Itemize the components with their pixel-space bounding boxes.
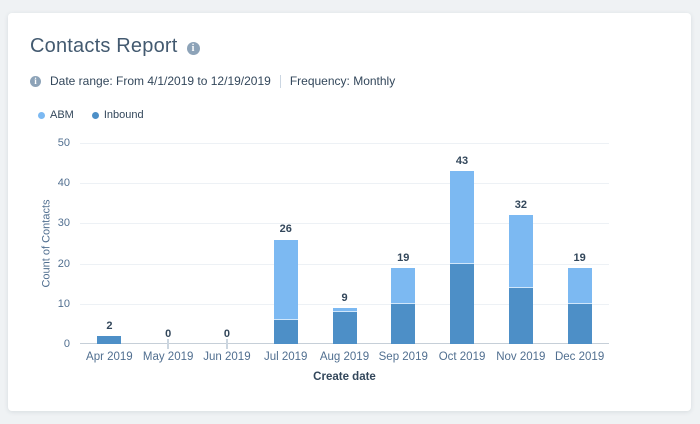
bar-value-label: 19 xyxy=(397,251,410,264)
x-tick-label: May 2019 xyxy=(142,351,194,363)
bar-group-aug-2019: 9 xyxy=(332,143,357,344)
bar-group-apr-2019: 2 xyxy=(97,143,122,344)
bar-value-label: 19 xyxy=(573,251,586,264)
bar-segment-abm[interactable] xyxy=(273,239,298,320)
bar-group-dec-2019: 19 xyxy=(567,143,592,344)
bar-segment-abm[interactable] xyxy=(332,307,357,312)
bar-group-jun-2019: 0 xyxy=(215,143,239,349)
bar-value-label: 43 xyxy=(455,155,469,168)
y-axis-title: Count of Contacts xyxy=(40,199,53,288)
bar-segment-inbound[interactable] xyxy=(332,311,357,344)
bar-segment-abm[interactable] xyxy=(450,171,475,264)
info-icon[interactable]: i xyxy=(30,75,41,87)
bar-group-sep-2019: 19 xyxy=(391,143,416,344)
y-tick-label: 20 xyxy=(57,257,70,270)
x-tick-label: Apr 2019 xyxy=(86,351,133,363)
y-tick-label: 0 xyxy=(63,338,70,350)
bar-segment-abm[interactable] xyxy=(567,267,592,304)
bar-value-label: 9 xyxy=(341,291,348,304)
bar-value-label: 0 xyxy=(223,328,230,340)
meta-divider xyxy=(279,74,281,88)
bar-segment-abm[interactable] xyxy=(391,267,416,304)
legend-label: ABM xyxy=(50,109,74,121)
gridline xyxy=(80,223,609,225)
bar-segment-inbound[interactable] xyxy=(450,263,475,344)
x-tick-label: Oct 2019 xyxy=(438,351,486,363)
report-header: Contacts Report i xyxy=(30,35,200,58)
x-tick-label: Dec 2019 xyxy=(554,351,605,363)
x-tick-label: Sep 2019 xyxy=(378,351,428,363)
gridline xyxy=(80,303,609,305)
chart-legend: ABM Inbound xyxy=(38,109,144,121)
bar-value-label: 26 xyxy=(279,223,292,236)
gridline xyxy=(80,143,609,144)
x-tick-label: Jun 2019 xyxy=(203,351,251,363)
legend-dot-icon xyxy=(91,111,99,119)
bar-segment-inbound[interactable] xyxy=(391,303,416,344)
bar-segment-inbound[interactable] xyxy=(97,335,122,344)
x-tick-label: Aug 2019 xyxy=(319,351,370,363)
legend-label: Inbound xyxy=(103,109,144,121)
x-axis-title: Create date xyxy=(313,371,376,383)
bar-value-label: 2 xyxy=(106,319,113,332)
bar-segment-inbound[interactable] xyxy=(567,303,592,344)
y-tick-label: 40 xyxy=(57,177,70,190)
bar-group-nov-2019: 32 xyxy=(508,143,533,344)
legend-item-inbound[interactable]: Inbound xyxy=(91,109,144,121)
legend-dot-icon xyxy=(38,111,45,119)
bar-segment-inbound[interactable] xyxy=(273,319,298,344)
legend-item-abm[interactable]: ABM xyxy=(38,109,74,121)
y-tick-label: 10 xyxy=(57,297,70,310)
bar-chart: Count of Contacts Create date 0 10 20 30 40 5… xyxy=(41,137,609,383)
page-title: Contacts Report xyxy=(30,35,178,57)
bar-segment-abm[interactable] xyxy=(508,215,533,288)
info-icon[interactable]: i xyxy=(186,41,200,55)
report-card: Contacts Report i i Date range: From 4/1… xyxy=(8,13,691,411)
bar-value-label: 0 xyxy=(165,328,172,340)
bar-segment-inbound[interactable] xyxy=(508,287,533,344)
zero-bar-tick xyxy=(225,339,228,349)
gridline xyxy=(80,263,609,265)
bar-group-may-2019: 0 xyxy=(156,143,180,349)
x-tick-label: Jul 2019 xyxy=(263,351,308,363)
report-meta: i Date range: From 4/1/2019 to 12/19/201… xyxy=(30,74,395,88)
date-range-text: Date range: From 4/1/2019 to 12/19/2019 xyxy=(50,74,271,88)
x-tick-label: Nov 2019 xyxy=(496,351,546,363)
frequency-text: Frequency: Monthly xyxy=(289,74,396,88)
y-tick-label: 50 xyxy=(57,137,70,149)
bar-value-label: 32 xyxy=(514,199,527,212)
bar-group-oct-2019: 43 xyxy=(450,143,475,344)
zero-bar-tick xyxy=(167,339,170,349)
bar-group-jul-2019: 26 xyxy=(273,143,298,344)
gridline xyxy=(80,183,609,185)
y-tick-label: 30 xyxy=(57,217,70,230)
